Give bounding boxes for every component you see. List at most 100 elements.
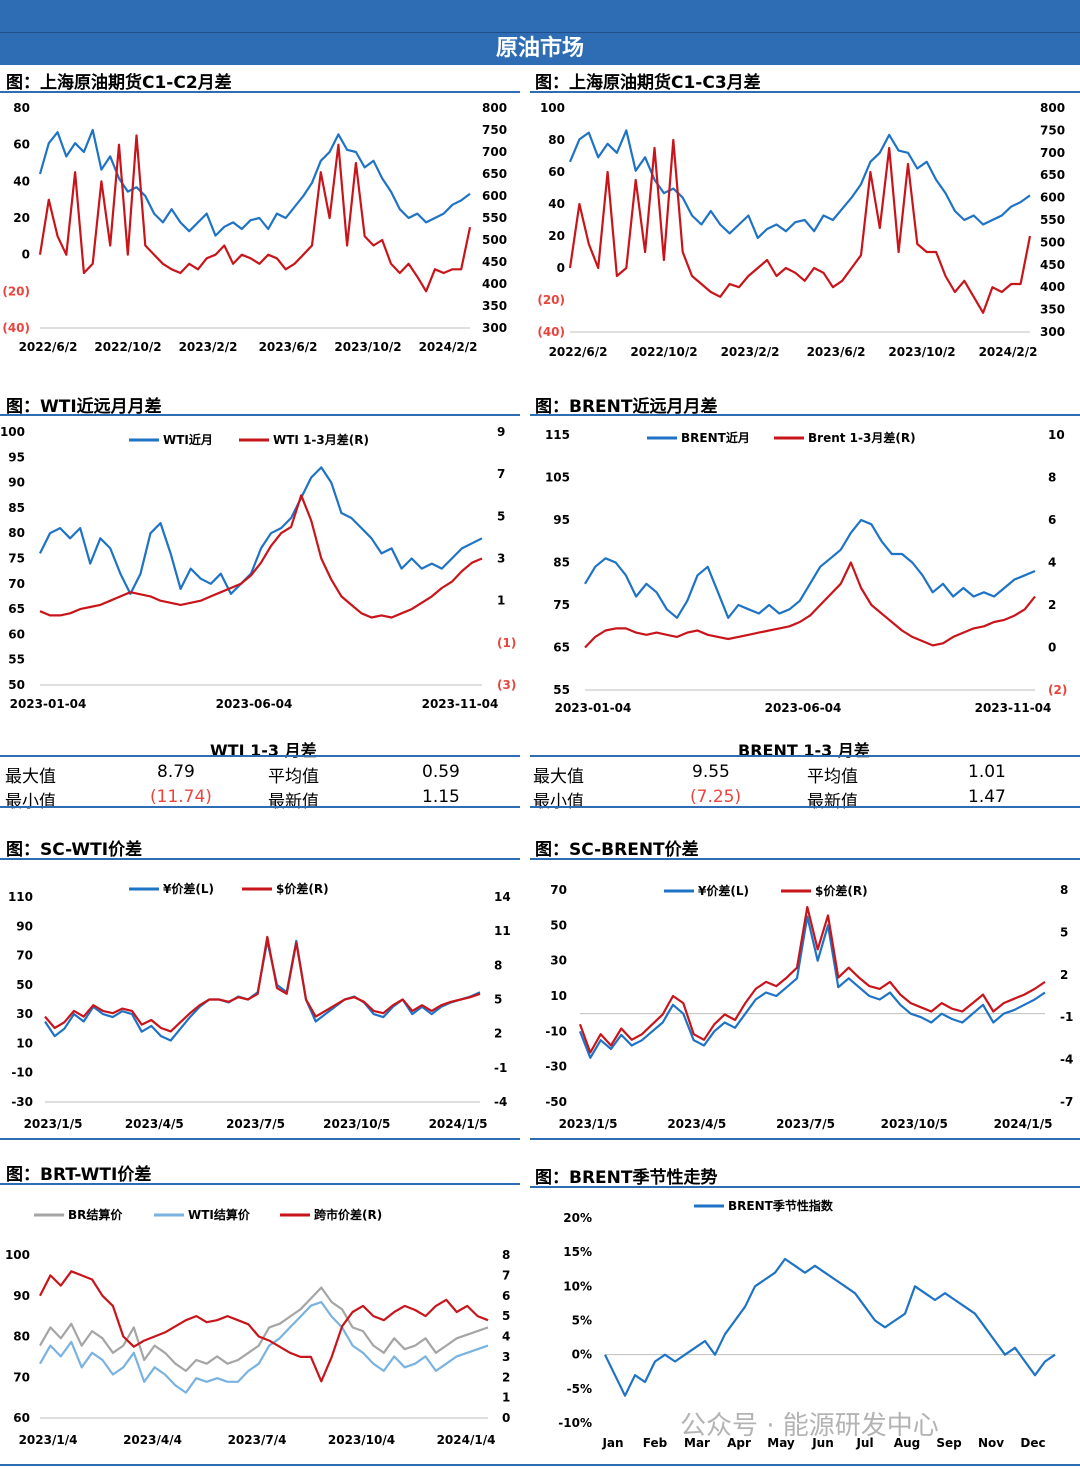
chart-c4: 115 105 95 85 75 65 55 10 8 6 4 2 0 (2) 2023-01-04 2023… (545, 428, 1067, 715)
divider (530, 91, 1080, 93)
y-right-tick-label: 2 (494, 1027, 502, 1041)
divider (0, 858, 520, 860)
x-tick-label: Nov (978, 1436, 1004, 1450)
y-left-tick-label: 40 (548, 197, 565, 211)
stat-value-latest: 1.47 (968, 787, 1006, 807)
y-left-tick-label: 75 (8, 552, 25, 566)
y-right-tick-label: 4 (1048, 556, 1056, 570)
y-right-tick-label: 0 (502, 1411, 510, 1425)
y-right-tick-label: 300 (1040, 325, 1065, 339)
y-left-tick-label: 90 (8, 476, 25, 490)
y-left-tick-label: (40) (2, 321, 30, 335)
chart-c6: 70 50 30 10 -10 -30 -50 8 5 2 -1 -4 -7 2023/1/5 2023/4… (545, 883, 1073, 1131)
legend-label: ¥价差(L) (698, 883, 749, 898)
y-left-tick-label: 100 (0, 425, 25, 439)
x-tick-label: 2023/7/5 (226, 1117, 285, 1131)
x-tick-label: May (767, 1436, 795, 1450)
x-tick-label: 2024/1/4 (437, 1433, 496, 1447)
page-title: 原油市场 (0, 33, 1080, 65)
y-right-tick-label: 350 (482, 299, 507, 313)
y-left-tick-label: 110 (8, 890, 33, 904)
stat-label-min: 最小值 (533, 792, 584, 812)
y-right-tick-label: 6 (1048, 513, 1056, 527)
y-right-tick-label: 3 (497, 552, 505, 566)
x-tick-label: 2023/1/5 (559, 1117, 618, 1131)
x-tick-label: 2023-11-04 (422, 697, 499, 711)
stat-label-latest: 最新值 (268, 792, 319, 812)
y-right-tick-label: 450 (1040, 258, 1065, 272)
x-tick-label: 2023/4/5 (125, 1117, 184, 1131)
stat-label-avg: 平均值 (268, 767, 319, 787)
legend-label: Brent 1-3月差(R) (808, 430, 916, 445)
watermark: 公众号 · 能源研发中心 (680, 1411, 939, 1441)
y-left-tick-label: 60 (548, 165, 565, 179)
chart-title-c2: 图：上海原油期货C1-C3月差 (535, 73, 761, 93)
y-right-tick-label: 800 (1040, 101, 1065, 115)
top-header-bar (0, 0, 1080, 33)
x-tick-label: 2023-01-04 (10, 697, 87, 711)
y-right-tick-label: 0 (1048, 641, 1056, 655)
y-left-tick-label: 80 (13, 1330, 30, 1344)
y-left-tick-label: 100 (540, 101, 565, 115)
y-right-tick-label: -1 (494, 1061, 507, 1075)
x-tick-label: 2023/1/4 (19, 1433, 78, 1447)
y-left-tick-label: 10 (550, 989, 567, 1003)
x-tick-label: Jun (811, 1436, 834, 1450)
y-left-tick-label: 80 (8, 526, 25, 540)
y-left-tick-label: 60 (13, 1411, 30, 1425)
y-right-tick-label: 700 (1040, 146, 1065, 160)
legend-label: 跨市价差(R) (314, 1207, 382, 1222)
series-line (584, 518, 1036, 619)
legend-label: WTI近月 (163, 432, 213, 447)
divider (0, 1183, 520, 1185)
y-right-tick-label: 8 (1048, 471, 1056, 485)
x-tick-label: Apr (727, 1436, 751, 1450)
x-tick-label: Jul (855, 1436, 873, 1450)
chart-c7: 100 90 80 70 60 8 7 6 5 4 3 2 1 0 2023/1/4 2023/4/4 2023… (5, 1207, 510, 1447)
series-line (38, 128, 471, 237)
series-line (39, 494, 483, 619)
legend-label: WTI 1-3月差(R) (273, 432, 369, 447)
divider (0, 755, 520, 757)
y-left-tick-label: 70 (16, 949, 33, 963)
y-right-tick-label: -4 (1060, 1053, 1073, 1067)
chart-title-c7: 图：BRT-WTI价差 (6, 1165, 152, 1185)
x-tick-label: 2023/10/2 (888, 345, 955, 359)
y-left-tick-label: 20 (13, 211, 30, 225)
divider (0, 91, 520, 93)
x-tick-label: 2022/6/2 (19, 340, 78, 354)
x-tick-label: 2023/10/4 (328, 1433, 395, 1447)
x-tick-label: 2022/10/2 (630, 345, 697, 359)
y-left-tick-label: -50 (545, 1095, 567, 1109)
legend-label: BRENT季节性指数 (728, 1198, 834, 1213)
y-right-tick-label: 450 (482, 255, 507, 269)
y-left-tick-label: 65 (553, 641, 570, 655)
y-right-tick-label: 550 (482, 211, 507, 225)
y-left-tick-label: 15% (563, 1245, 592, 1259)
y-left-tick-label: 30 (16, 1007, 33, 1021)
y-right-tick-label: 350 (1040, 303, 1065, 317)
y-right-tick-label: 11 (494, 924, 511, 938)
y-left-tick-label: 65 (8, 602, 25, 616)
y-right-tick-label: 500 (482, 233, 507, 247)
x-tick-label: 2024/1/5 (994, 1117, 1053, 1131)
y-left-tick-label: 100 (5, 1248, 30, 1262)
y-left-tick-label: 105 (545, 471, 570, 485)
series-line (39, 1286, 489, 1372)
y-right-tick-label: 14 (494, 890, 511, 904)
x-tick-label: 2024/1/5 (429, 1117, 488, 1131)
stat-label-latest: 最新值 (807, 792, 858, 812)
x-tick-label: 2022/6/2 (549, 345, 608, 359)
legend-label: WTI结算价 (188, 1207, 251, 1222)
y-right-tick-label: 800 (482, 101, 507, 115)
stats-header-wti: WTI 1-3 月差 (210, 741, 317, 760)
y-left-tick-label: (20) (2, 284, 30, 298)
y-left-tick-label: 10 (16, 1036, 33, 1050)
y-left-tick-label: 5% (572, 1314, 592, 1328)
chart-title-c3: 图：WTI近远月月差 (6, 397, 162, 417)
y-left-tick-label: 30 (550, 954, 567, 968)
series-line (578, 915, 1046, 1059)
y-right-tick-label: 650 (482, 167, 507, 181)
y-right-tick-label: (2) (1048, 683, 1067, 697)
chart-title-c8: 图：BRENT季节性走势 (535, 1168, 718, 1188)
